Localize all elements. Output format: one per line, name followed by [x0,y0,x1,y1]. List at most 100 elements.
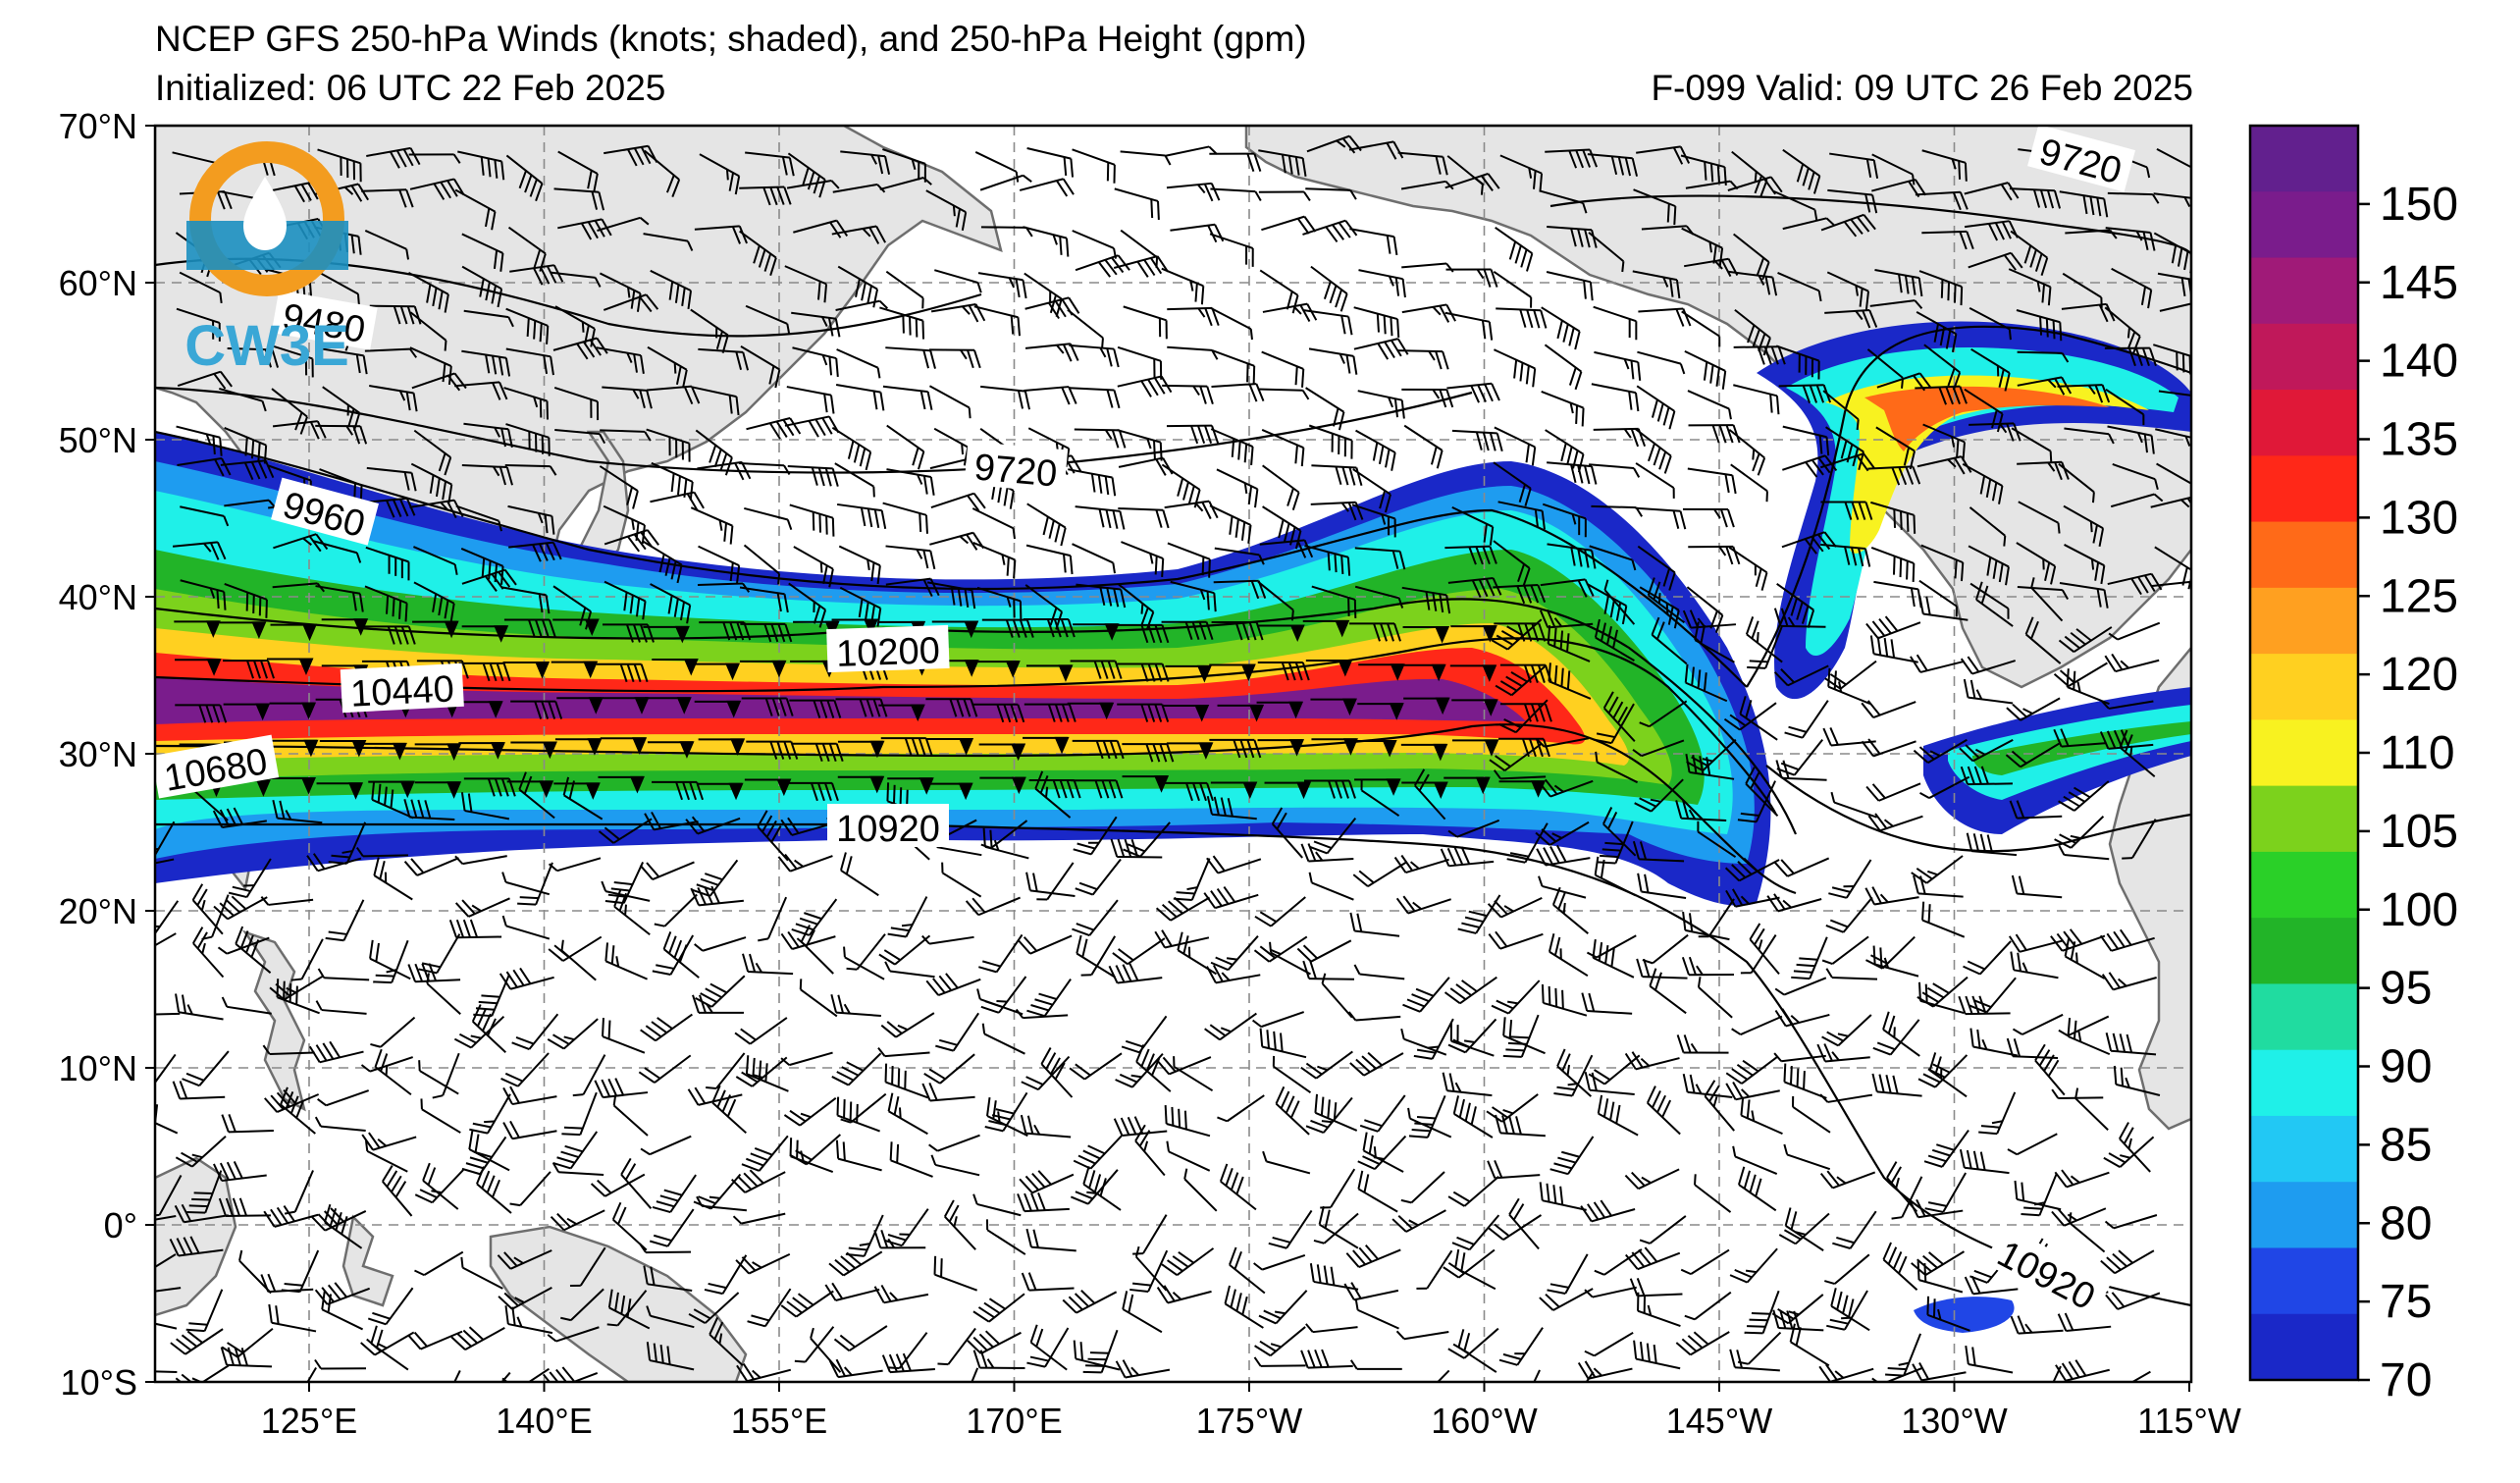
wind-barb [1025,664,1074,682]
colorbar-segment [2250,1049,2358,1117]
wind-barb [639,861,695,880]
wind-barb [2100,700,2154,710]
wind-barb [2105,1033,2157,1056]
wind-barb [1444,976,1497,1005]
wind-barb [469,1093,511,1135]
wind-barb [836,503,887,530]
wind-barb [553,386,600,421]
wind-barb [1969,582,2010,619]
wind-barb [1586,583,1628,625]
wind-barb [972,703,1025,723]
wind-barb [973,305,1022,337]
wind-barb [2024,616,2062,664]
wind-barb [1493,540,1531,587]
lon-tick-label: 175°W [1196,1401,1302,1441]
wind-barb [1586,934,1637,959]
wind-barb [1915,190,1969,211]
wind-barb [979,776,1026,795]
wind-barb [321,1291,364,1331]
wind-barbs [155,134,2191,1382]
wind-barb [407,963,461,983]
wind-barb [1782,454,1838,478]
wind-barb [468,1131,510,1172]
wind-barb [1634,427,1672,474]
wind-barb [846,933,886,971]
wind-barb [2053,728,2107,748]
wind-barb [432,1052,460,1099]
contour-label-text: 10920 [836,809,940,850]
wind-barb [1498,699,1549,734]
wind-barb [276,979,320,1015]
wind-barb [831,426,872,471]
wind-barb [502,662,551,679]
wind-barb [2113,1065,2161,1097]
wind-barb [831,225,887,244]
wind-barb [925,698,978,717]
wind-barb [479,1371,511,1382]
wind-barb [1229,1246,1266,1295]
wind-barb [1302,219,1358,243]
wind-barb [1553,1054,1594,1097]
lat-tick-label: 20°N [59,891,137,931]
wind-barb [786,781,839,802]
wind-barb [505,307,550,344]
wind-barb [1072,543,1116,574]
wind-barb [1026,503,1067,547]
wind-barb [612,1094,649,1137]
wind-barb [463,309,514,328]
wind-barb [174,1203,229,1224]
wind-barb [711,1085,747,1135]
wind-barb [561,1091,598,1137]
wind-barb [930,1154,980,1177]
wind-barb [269,344,314,378]
wind-barb [569,1246,606,1288]
wind-barb [218,1197,272,1217]
wind-barb [1536,737,1590,748]
wind-barb [413,429,452,476]
wind-barb [170,1328,224,1355]
wind-barb [155,858,175,870]
wind-barb [793,546,834,588]
wind-barb [1209,152,1262,172]
wind-barb [410,462,453,503]
wind-barb [1023,226,1070,257]
wind-barb [497,1249,552,1270]
wind-barb [697,460,752,481]
wind-barb [501,872,551,896]
wind-barb [1166,424,1220,445]
wind-barb [550,1209,605,1232]
wind-barb [1080,935,1117,977]
wind-barb [2105,227,2156,251]
wind-barb [1115,1359,1171,1379]
wind-barb [1451,739,1499,757]
wind-barb [1305,387,1345,431]
wind-barb [460,1256,503,1290]
wind-barb [1499,154,1544,192]
wind-barb [1156,1285,1212,1304]
wind-barb [638,1054,692,1084]
wind-barb [730,1169,786,1193]
wind-barb [879,306,925,340]
wind-barb [2100,1249,2155,1275]
wind-barb [1117,429,1163,461]
wind-barb [315,585,364,612]
wind-barb [1164,145,1218,157]
wind-barb [314,1358,367,1370]
wind-barb [2065,229,2118,239]
wind-barb [1632,739,1685,758]
wind-barb [1073,816,1118,856]
wind-barb [1349,912,1400,937]
wind-barb [741,1135,789,1172]
map-panel: 9720948099601020010440106801092097201092… [155,126,2191,1382]
wind-barb [1493,461,1532,506]
wind-barb [1400,1171,1445,1204]
wind-barb [2058,844,2110,861]
wind-barb [1638,307,1692,327]
wind-barb [2064,427,2115,445]
wind-barb [981,1023,1025,1055]
wind-barb [793,620,840,639]
wind-barb [1921,149,1968,182]
wind-barb [175,1136,227,1168]
wind-barb [1252,1011,1305,1029]
wind-barb [1624,1168,1680,1191]
